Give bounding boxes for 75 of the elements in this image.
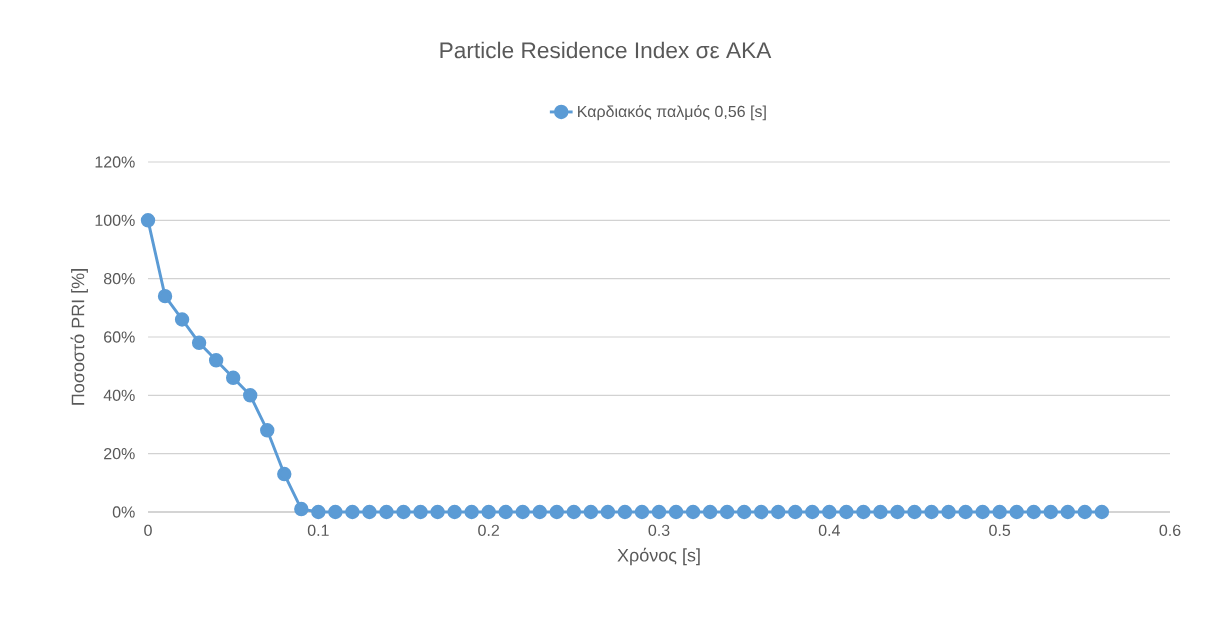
point — [754, 504, 769, 520]
point — [1094, 504, 1110, 520]
y-tick-label: 60% — [104, 331, 135, 343]
point — [1060, 504, 1075, 520]
point — [1009, 504, 1024, 520]
point — [839, 504, 854, 520]
point — [498, 504, 513, 520]
point — [328, 504, 343, 520]
point — [1043, 504, 1058, 520]
point — [243, 388, 258, 403]
point — [549, 504, 565, 520]
y-axis-title: Ποσοστό PRI [%] — [70, 269, 88, 405]
x-tick-label: 0.1 — [307, 524, 329, 537]
point — [225, 370, 241, 386]
point — [856, 504, 871, 520]
point — [890, 504, 905, 520]
x-tick-label: 0.3 — [648, 524, 670, 537]
point — [788, 504, 803, 520]
point — [1026, 504, 1041, 520]
point — [191, 335, 207, 351]
point — [805, 504, 820, 520]
point — [702, 504, 718, 520]
point — [992, 504, 1007, 520]
point — [447, 504, 462, 520]
point — [771, 504, 786, 520]
point — [260, 423, 275, 438]
point — [430, 504, 445, 520]
y-tick-label: 40% — [103, 389, 135, 401]
point — [1077, 504, 1093, 520]
point — [362, 504, 377, 520]
point — [208, 353, 224, 368]
y-tick-label: 20% — [104, 447, 135, 460]
point — [566, 504, 582, 520]
y-tick-label: 0% — [112, 506, 135, 518]
point — [668, 504, 684, 520]
point — [157, 288, 173, 304]
x-tick-label: 0.5 — [989, 524, 1011, 537]
chart-title: Particle Residence Index σε AKA — [440, 41, 772, 59]
point — [651, 504, 667, 520]
y-tick-label: 80% — [103, 273, 135, 285]
x-axis-title: Χρόνος [s] — [617, 547, 700, 566]
point — [958, 504, 973, 520]
point — [140, 213, 156, 228]
y-tick-label: 120% — [95, 156, 135, 168]
point — [379, 504, 394, 520]
point — [941, 504, 956, 520]
point — [311, 504, 326, 520]
point — [345, 504, 360, 520]
point — [481, 504, 496, 520]
point — [413, 504, 428, 520]
point — [583, 504, 599, 520]
point — [294, 501, 309, 517]
point — [464, 504, 479, 520]
point — [600, 504, 616, 520]
point — [174, 312, 190, 327]
point — [532, 504, 547, 520]
point — [617, 504, 633, 520]
point — [685, 504, 701, 520]
y-tick-label: 100% — [95, 214, 135, 226]
point — [822, 504, 837, 520]
point — [277, 466, 292, 482]
legend-label: Καρδιακός παλμός 0,56 [s] — [578, 104, 766, 121]
x-tick-label: 0.6 — [1159, 524, 1181, 537]
point — [396, 504, 411, 520]
point — [719, 504, 735, 520]
x-tick-label: 0 — [144, 524, 152, 537]
x-tick-label: 0.2 — [478, 524, 499, 537]
point — [907, 504, 922, 520]
point — [975, 504, 990, 520]
point — [873, 504, 888, 520]
x-tick-label: 0.4 — [818, 524, 840, 537]
point — [515, 504, 530, 520]
point — [924, 504, 939, 520]
point — [634, 504, 650, 520]
point — [736, 504, 752, 520]
